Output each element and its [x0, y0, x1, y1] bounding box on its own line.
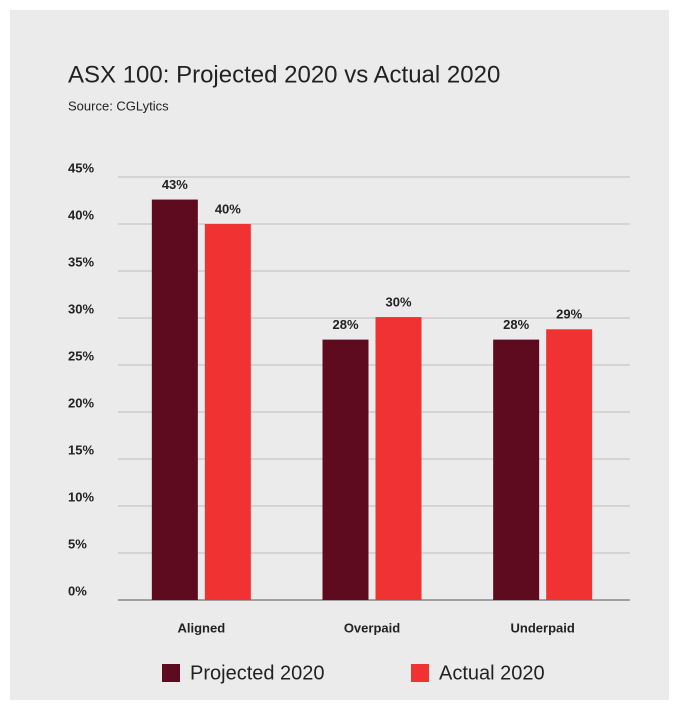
x-tick-label: Overpaid	[344, 620, 400, 635]
bar	[204, 224, 251, 600]
bar	[375, 317, 422, 600]
value-label: 29%	[556, 307, 582, 322]
legend-swatch	[162, 664, 180, 682]
value-label: 30%	[385, 294, 411, 309]
y-tick-label: 20%	[68, 395, 94, 410]
bar	[493, 339, 540, 600]
x-tick-label: Aligned	[177, 620, 225, 635]
y-tick-label: 0%	[68, 583, 87, 598]
legend-swatch	[411, 664, 429, 682]
value-label: 28%	[503, 317, 529, 332]
bar	[151, 199, 198, 600]
y-tick-label: 15%	[68, 442, 94, 457]
y-tick-label: 25%	[68, 348, 94, 363]
legend-label: Actual 2020	[439, 662, 545, 684]
bar	[322, 339, 369, 600]
y-tick-label: 45%	[68, 160, 94, 175]
legend-label: Projected 2020	[190, 662, 325, 684]
bar	[546, 329, 593, 600]
y-tick-label: 5%	[68, 536, 87, 551]
y-tick-label: 40%	[68, 207, 94, 222]
value-label: 43%	[162, 177, 188, 192]
y-tick-label: 30%	[68, 301, 94, 316]
y-tick-label: 10%	[68, 489, 94, 504]
y-tick-label: 35%	[68, 254, 94, 269]
value-label: 40%	[215, 201, 241, 216]
chart-title: ASX 100: Projected 2020 vs Actual 2020	[68, 61, 500, 88]
x-tick-label: Underpaid	[511, 620, 575, 635]
value-label: 28%	[332, 317, 358, 332]
chart-subtitle: Source: CGLytics	[68, 98, 169, 113]
